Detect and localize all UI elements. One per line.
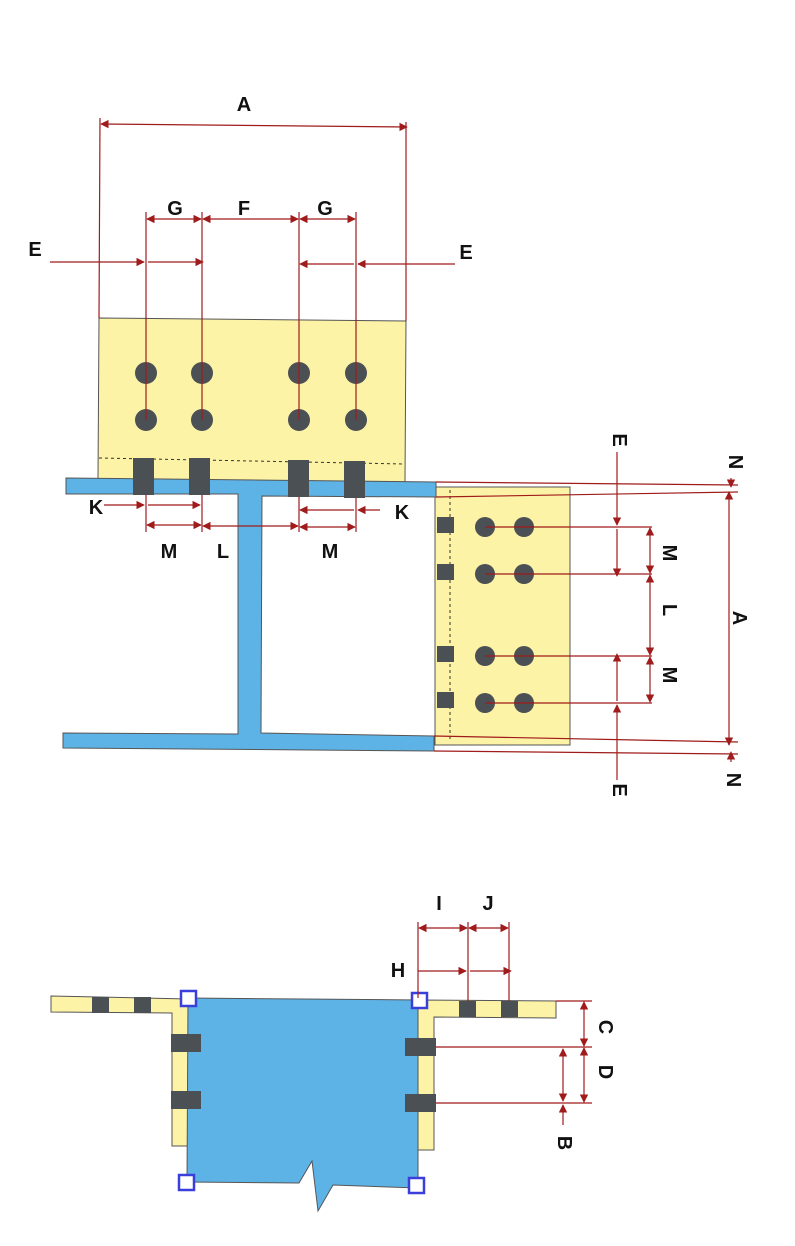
anchor-handles [177,989,429,1195]
label-e-right: E [459,242,472,264]
bottom-view [50,922,592,1213]
label-d: D [594,1065,616,1079]
top-view [50,117,739,780]
label-l-bottom: L [217,541,229,563]
label-c: C [594,1020,616,1034]
right-end-plate [434,486,571,746]
label-m-upper: M [658,545,680,562]
label-m-left: M [161,541,178,563]
label-e-left: E [28,239,41,261]
right-bolt-shanks [437,517,454,708]
label-k-left: K [89,497,104,519]
label-g-left: G [167,198,183,220]
right-dimensions [433,452,739,780]
top-end-plate [97,317,407,483]
top-dimensions [50,117,455,532]
label-a-top: A [237,94,251,116]
label-n-top: N [724,455,746,469]
label-i: I [436,893,442,915]
label-l-side: L [658,604,680,616]
bottom-bolt-shanks [92,997,518,1112]
label-h: H [391,960,405,982]
label-m-right: M [322,541,339,563]
left-angle [50,995,189,1147]
label-b: B [553,1136,575,1150]
dimension-labels: A G F G E E K K M L M E E M L M A N N I … [28,94,750,1150]
label-k-right: K [395,502,410,524]
bottom-dimensions [417,922,592,1125]
label-n-bottom: N [722,773,744,787]
label-e-lower: E [608,783,630,796]
label-a-side: A [728,611,750,625]
i-beam-section [62,477,437,752]
beam-section [186,997,419,1213]
label-j: J [482,893,493,915]
label-m-lower: M [658,667,680,684]
label-f: F [238,198,250,220]
top-bolt-shanks [133,458,365,498]
label-e-upper: E [608,433,630,446]
label-g-right: G [317,198,333,220]
right-angle [416,999,557,1151]
